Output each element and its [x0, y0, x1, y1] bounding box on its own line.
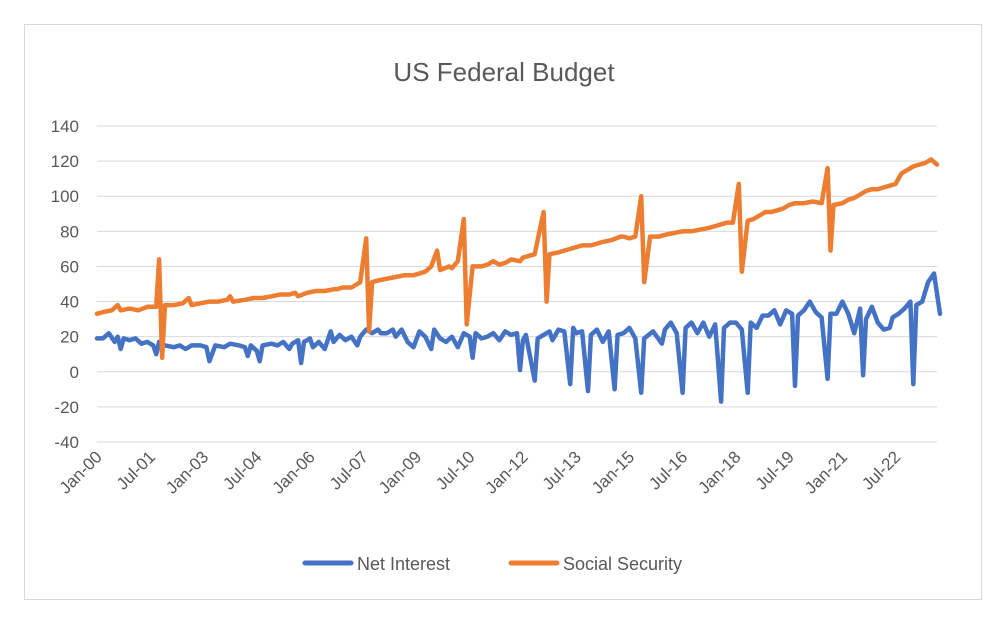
x-tick-label: Jul-07	[326, 447, 372, 493]
y-tick-label: 60	[60, 257, 79, 276]
x-tick-label: Jul-19	[752, 447, 798, 493]
x-tick-label: Jul-10	[432, 447, 478, 493]
chart-title: US Federal Budget	[393, 57, 615, 87]
x-tick-label: Jan-18	[695, 447, 745, 497]
x-tick-label: Jan-03	[162, 447, 212, 497]
y-tick-label: 0	[70, 363, 79, 382]
legend-label: Net Interest	[357, 554, 450, 574]
y-axis-ticks: -40 -20 0 20 40 60 80 100 120 140	[51, 117, 79, 452]
x-tick-label: Jan-12	[482, 447, 532, 497]
x-tick-label: Jan-06	[269, 447, 319, 497]
x-tick-label: Jul-01	[113, 447, 159, 493]
x-tick-label: Jul-04	[219, 447, 265, 493]
y-tick-label: -40	[54, 433, 79, 452]
series-line-social-security	[94, 157, 940, 360]
y-tick-label: 140	[51, 117, 79, 136]
legend: Net Interest Social Security	[302, 554, 682, 574]
y-tick-label: -20	[54, 398, 79, 417]
x-tick-label: Jul-16	[645, 447, 691, 493]
gridlines	[97, 125, 937, 443]
x-tick-label: Jul-13	[539, 447, 585, 493]
x-axis-ticks: Jan-00 Jul-01 Jan-03 Jul-04 Jan-06 Jul-07 Jan-…	[56, 447, 905, 497]
x-tick-label: Jul-22	[858, 447, 904, 493]
y-tick-label: 100	[51, 187, 79, 206]
chart-svg: US Federal Budget -40 -20 0 20 40 60 80 100 120 1…	[51, 57, 943, 574]
chart-frame: US Federal Budget -40 -20 0 20 40 60 80 100 120 1…	[24, 24, 982, 600]
legend-label: Social Security	[563, 554, 682, 574]
legend-item: Social Security	[508, 554, 682, 574]
y-tick-label: 20	[60, 328, 79, 347]
x-tick-label: Jan-15	[588, 447, 638, 497]
x-tick-label: Jan-21	[801, 447, 851, 497]
y-tick-label: 80	[60, 222, 79, 241]
y-tick-label: 40	[60, 293, 79, 312]
legend-item: Net Interest	[302, 554, 450, 574]
y-tick-label: 120	[51, 152, 79, 171]
series-lines	[94, 157, 943, 404]
series-line-net-interest	[94, 271, 943, 404]
x-tick-label: Jan-09	[375, 447, 425, 497]
x-tick-label: Jan-00	[56, 447, 106, 497]
